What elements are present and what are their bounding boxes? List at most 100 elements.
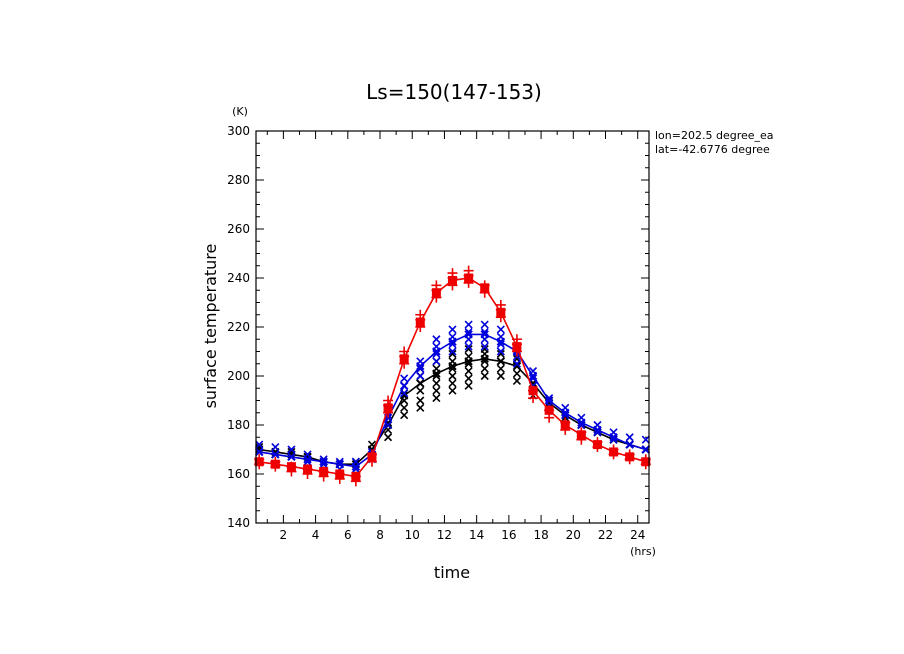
data-point bbox=[480, 371, 489, 381]
x-tick-label: 20 bbox=[566, 528, 581, 542]
mean-point bbox=[512, 342, 522, 352]
data-point bbox=[287, 445, 296, 454]
data-point bbox=[432, 349, 441, 359]
mean-point bbox=[432, 347, 441, 356]
y-tick-label: 140 bbox=[227, 516, 250, 530]
mean-point bbox=[399, 354, 409, 364]
data-point bbox=[464, 381, 473, 390]
data-point bbox=[432, 379, 441, 388]
mean-point bbox=[512, 361, 522, 371]
data-point bbox=[416, 364, 425, 373]
data-point bbox=[448, 371, 457, 381]
y-unit-label: (K) bbox=[232, 105, 248, 118]
mean-point bbox=[577, 418, 586, 427]
mean-point bbox=[319, 467, 329, 477]
mean-point bbox=[609, 447, 619, 457]
mean-point bbox=[576, 430, 586, 440]
data-point bbox=[448, 349, 457, 359]
x-tick-label: 14 bbox=[469, 528, 484, 542]
data-point bbox=[432, 393, 441, 403]
plot-frame bbox=[255, 130, 650, 524]
mean-point bbox=[641, 445, 650, 454]
data-point bbox=[464, 367, 473, 376]
data-point bbox=[480, 342, 489, 351]
mean-point bbox=[286, 462, 296, 472]
data-point bbox=[400, 411, 409, 420]
mean-point bbox=[319, 457, 328, 466]
y-tick-label: 200 bbox=[227, 369, 250, 383]
annotation-lat: lat=-42.6776 degree bbox=[655, 143, 770, 156]
mean-point bbox=[496, 337, 506, 346]
data-point bbox=[464, 344, 473, 354]
x-tick-label: 6 bbox=[344, 528, 352, 542]
data-point bbox=[432, 357, 441, 366]
mean-point bbox=[464, 330, 473, 339]
data-point bbox=[496, 325, 505, 334]
data-point bbox=[432, 371, 441, 381]
data-point bbox=[464, 342, 473, 351]
mean-point bbox=[464, 273, 474, 283]
x-tick-label: 4 bbox=[312, 528, 320, 542]
mean-point bbox=[609, 433, 618, 442]
series-1 bbox=[255, 320, 650, 474]
mean-point bbox=[448, 275, 457, 285]
data-point bbox=[625, 433, 634, 442]
annotation-lon: lon=202.5 degree_ea bbox=[655, 129, 774, 142]
data-point bbox=[448, 347, 457, 356]
series-layer bbox=[254, 265, 651, 487]
data-point bbox=[400, 403, 409, 412]
mean-point bbox=[625, 440, 634, 449]
data-point bbox=[512, 369, 521, 378]
data-point bbox=[609, 435, 618, 444]
data-point bbox=[561, 411, 570, 420]
data-point bbox=[464, 320, 473, 329]
mean-point bbox=[464, 357, 473, 366]
data-point bbox=[577, 420, 586, 430]
chart-title: Ls=150(147-153) bbox=[366, 80, 542, 104]
mean-point bbox=[399, 391, 409, 400]
y-axis-title: surface temperature bbox=[201, 244, 220, 409]
data-point bbox=[384, 433, 393, 442]
data-point bbox=[496, 340, 505, 349]
mean-point bbox=[560, 420, 570, 430]
mean-point bbox=[335, 459, 344, 469]
mean-point bbox=[255, 447, 264, 457]
data-point bbox=[448, 325, 457, 334]
mean-point bbox=[561, 408, 570, 417]
mean-point bbox=[351, 471, 361, 481]
x-tick-label: 2 bbox=[280, 528, 288, 542]
mean-point bbox=[593, 425, 602, 435]
data-point bbox=[496, 364, 505, 373]
y-tick-label: 260 bbox=[227, 222, 250, 236]
mean-point bbox=[367, 452, 377, 462]
data-point bbox=[416, 396, 425, 405]
data-point bbox=[448, 386, 457, 395]
data-point bbox=[416, 403, 425, 412]
series-line bbox=[259, 358, 647, 466]
mean-point bbox=[432, 369, 441, 378]
x-tick-label: 18 bbox=[533, 528, 548, 542]
mean-point bbox=[480, 354, 489, 364]
mean-point bbox=[303, 455, 312, 464]
mean-point bbox=[415, 317, 425, 327]
mean-point bbox=[416, 361, 425, 371]
x-tick-label: 24 bbox=[630, 528, 645, 542]
data-point bbox=[271, 442, 280, 452]
data-point bbox=[464, 374, 473, 383]
data-point bbox=[496, 371, 505, 381]
x-tick-label: 10 bbox=[405, 528, 420, 542]
mean-point bbox=[303, 464, 313, 474]
mean-point bbox=[448, 337, 457, 346]
x-tick-label: 12 bbox=[437, 528, 452, 542]
mean-point bbox=[592, 440, 602, 450]
mean-point bbox=[431, 288, 441, 298]
data-point bbox=[641, 435, 650, 444]
mean-point bbox=[271, 450, 280, 459]
data-point bbox=[448, 340, 457, 349]
mean-point bbox=[335, 469, 345, 479]
y-tick-label: 240 bbox=[227, 271, 250, 285]
x-unit-label: (hrs) bbox=[630, 545, 656, 558]
series-0 bbox=[255, 344, 650, 469]
data-point bbox=[416, 371, 425, 381]
